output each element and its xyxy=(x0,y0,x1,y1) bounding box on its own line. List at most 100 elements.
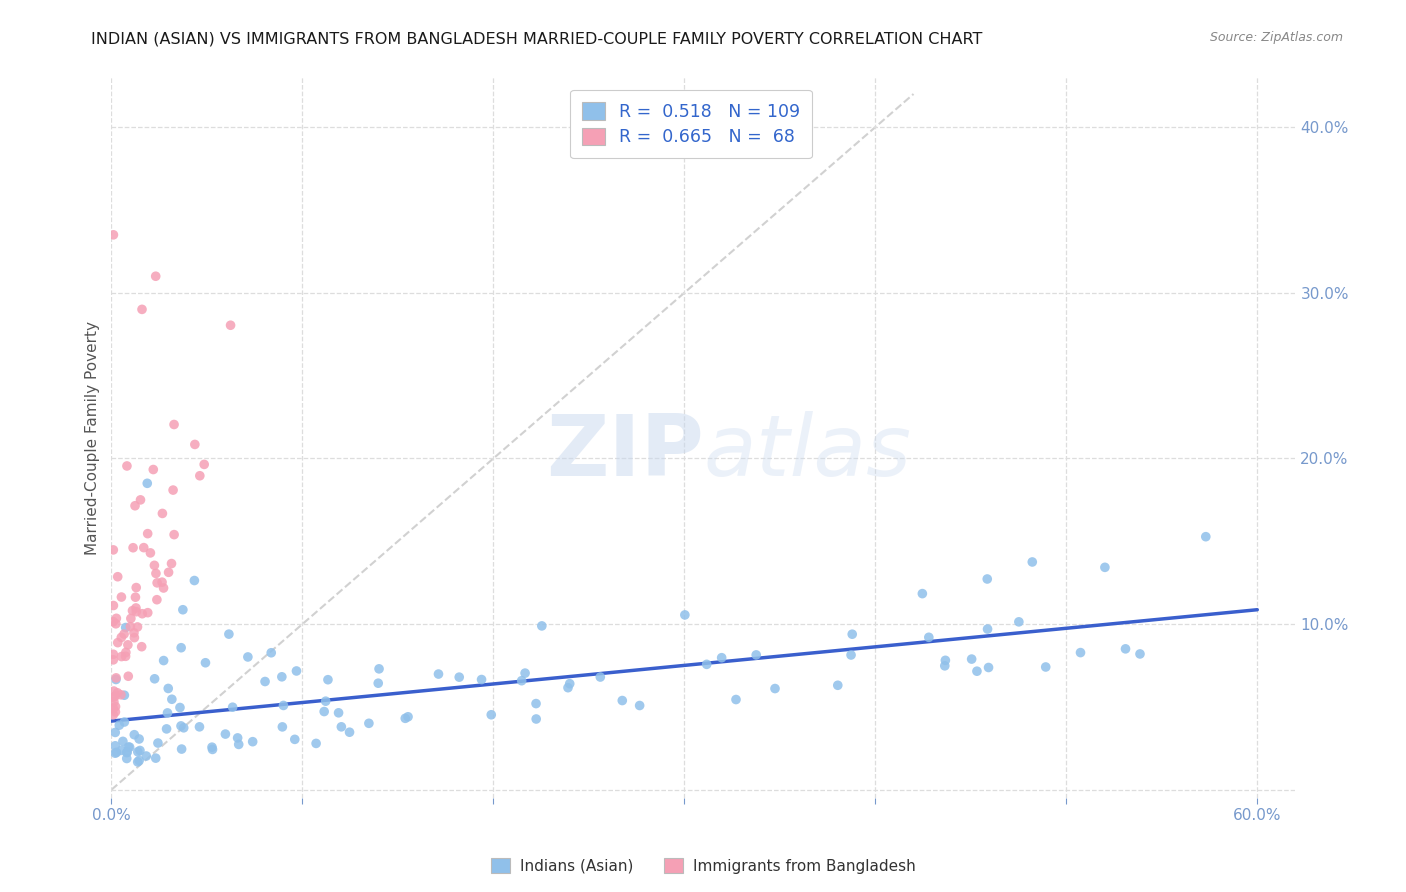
Y-axis label: Married-Couple Family Poverty: Married-Couple Family Poverty xyxy=(86,321,100,555)
Point xyxy=(104,699,127,714)
Point xyxy=(188,468,211,483)
Point xyxy=(105,745,128,759)
Point xyxy=(136,606,159,620)
Point xyxy=(127,755,149,769)
Point xyxy=(183,574,205,588)
Point xyxy=(254,674,277,689)
Point xyxy=(132,541,155,555)
Point xyxy=(152,654,174,668)
Point xyxy=(612,693,634,707)
Point xyxy=(228,738,250,752)
Point xyxy=(219,318,242,333)
Point xyxy=(143,672,166,686)
Point xyxy=(194,656,217,670)
Point xyxy=(103,701,125,715)
Point xyxy=(104,725,127,739)
Point xyxy=(110,631,132,645)
Point xyxy=(367,676,389,690)
Point xyxy=(146,592,169,607)
Point xyxy=(111,734,134,748)
Point xyxy=(316,673,339,687)
Point xyxy=(1021,555,1043,569)
Point xyxy=(103,542,125,557)
Point xyxy=(242,734,264,748)
Point xyxy=(710,650,733,665)
Point xyxy=(103,707,125,722)
Point xyxy=(107,635,129,649)
Point xyxy=(513,666,536,681)
Point xyxy=(273,698,295,713)
Point xyxy=(330,720,353,734)
Point xyxy=(120,611,142,625)
Point xyxy=(129,743,152,757)
Point xyxy=(125,605,148,619)
Point xyxy=(524,712,547,726)
Point xyxy=(696,657,718,672)
Point xyxy=(557,681,579,695)
Point xyxy=(131,640,153,654)
Point xyxy=(110,649,132,664)
Point xyxy=(150,575,173,590)
Point xyxy=(157,566,180,580)
Point xyxy=(103,684,125,698)
Point xyxy=(124,728,146,742)
Point xyxy=(396,710,419,724)
Point xyxy=(104,690,127,704)
Point xyxy=(305,736,328,750)
Text: Source: ZipAtlas.com: Source: ZipAtlas.com xyxy=(1209,31,1343,45)
Point xyxy=(129,492,152,507)
Point xyxy=(145,566,167,581)
Point xyxy=(136,476,159,491)
Point xyxy=(201,742,224,756)
Point xyxy=(104,746,127,760)
Point xyxy=(135,749,157,764)
Point xyxy=(139,546,162,560)
Point xyxy=(104,739,127,753)
Point xyxy=(103,690,125,705)
Point xyxy=(103,647,125,661)
Point xyxy=(530,619,553,633)
Point xyxy=(142,462,165,476)
Point xyxy=(960,652,983,666)
Point xyxy=(121,604,143,618)
Point xyxy=(524,697,547,711)
Point xyxy=(112,714,135,729)
Point xyxy=(284,732,307,747)
Point xyxy=(470,673,492,687)
Point xyxy=(156,706,179,720)
Point xyxy=(271,720,294,734)
Point xyxy=(124,631,146,645)
Point xyxy=(120,620,142,634)
Point xyxy=(1069,646,1091,660)
Point xyxy=(724,692,747,706)
Point xyxy=(112,688,135,702)
Point xyxy=(125,581,148,595)
Point xyxy=(160,692,183,706)
Point xyxy=(143,558,166,573)
Text: atlas: atlas xyxy=(703,410,911,493)
Point xyxy=(1129,647,1152,661)
Point xyxy=(105,671,128,685)
Point xyxy=(260,646,283,660)
Point xyxy=(115,458,138,473)
Point xyxy=(104,705,127,719)
Point xyxy=(152,581,174,595)
Point xyxy=(169,700,191,714)
Point xyxy=(510,673,533,688)
Point xyxy=(125,601,148,615)
Point xyxy=(107,686,129,700)
Point xyxy=(236,649,259,664)
Point xyxy=(173,721,195,735)
Point xyxy=(394,711,416,725)
Point xyxy=(839,648,862,662)
Point xyxy=(589,670,612,684)
Point xyxy=(934,658,956,673)
Point xyxy=(328,706,350,720)
Point xyxy=(934,653,956,667)
Point xyxy=(146,575,169,590)
Point xyxy=(357,716,380,731)
Point xyxy=(163,527,186,541)
Point xyxy=(115,746,138,760)
Point xyxy=(122,625,145,640)
Point xyxy=(170,719,193,733)
